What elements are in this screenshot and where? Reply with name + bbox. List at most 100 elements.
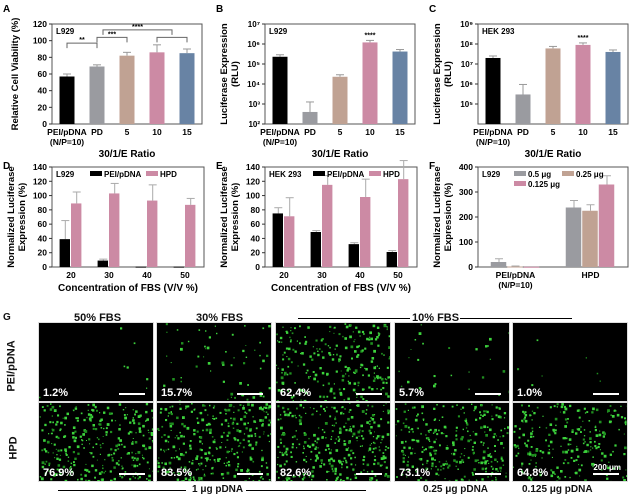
- cell-dot: [465, 422, 468, 424]
- cell-dot: [136, 465, 139, 467]
- cell-dot: [412, 448, 414, 450]
- cell-dot: [87, 409, 89, 411]
- panel-e: E 0 20 40 60 80 100 120 140 HEK 293 Normalized Luc…: [213, 157, 426, 309]
- cell-dot: [354, 339, 356, 341]
- cell-dot: [405, 440, 407, 443]
- cell-dot: [402, 457, 405, 460]
- cell-dot: [225, 409, 228, 412]
- cell-dot: [575, 432, 578, 435]
- bar: [362, 42, 378, 124]
- cell-dot: [406, 476, 408, 478]
- cell-dot: [214, 439, 216, 441]
- cell-dot: [422, 342, 424, 345]
- cell-dot: [281, 368, 284, 371]
- cell-dot: [318, 427, 320, 429]
- cell-dot: [333, 326, 336, 329]
- cell-dot: [459, 460, 462, 464]
- cell-dot: [265, 411, 268, 413]
- cell-dot: [212, 415, 214, 418]
- x-tick-label: 20: [279, 270, 289, 280]
- cell-dot: [277, 367, 279, 369]
- cell-dot: [321, 371, 325, 375]
- cell-dot: [556, 406, 558, 408]
- cell-dot: [361, 410, 365, 413]
- cell-dot: [547, 451, 551, 455]
- cell-dot: [484, 468, 487, 470]
- cell-dot: [205, 330, 207, 332]
- cell-dot: [280, 426, 283, 430]
- cell-dot: [372, 441, 375, 444]
- cell-dot: [326, 470, 329, 473]
- cell-dot: [176, 478, 180, 481]
- panel-letter: C: [429, 4, 436, 15]
- cell-dot: [378, 367, 380, 369]
- cell-dot: [432, 432, 435, 434]
- cell-dot: [475, 348, 478, 351]
- cell-dot: [284, 452, 287, 455]
- cell-dot: [157, 460, 159, 462]
- cell-dot: [417, 358, 420, 361]
- cell-dot: [339, 355, 342, 358]
- cell-dot: [305, 372, 308, 374]
- cell-dot: [335, 482, 337, 483]
- cell-dot: [277, 476, 280, 479]
- cell-dot: [120, 327, 123, 330]
- cell-dot: [349, 428, 352, 431]
- cell-dot: [374, 447, 377, 450]
- cell-dot: [289, 372, 292, 375]
- cell-dot: [592, 407, 595, 411]
- significance-bracket: [102, 29, 173, 35]
- cell-dot: [381, 464, 383, 466]
- cell-dot: [285, 347, 288, 350]
- cell-dot: [567, 443, 570, 446]
- cell-dot: [578, 464, 580, 466]
- cell-dot: [286, 453, 288, 456]
- cell-dot: [164, 439, 168, 443]
- cell-dot: [294, 382, 296, 384]
- cell-dot: [608, 461, 610, 463]
- cell-dot: [122, 467, 124, 469]
- cell-dot: [553, 405, 556, 408]
- cell-dot: [39, 396, 41, 399]
- cell-dot: [99, 444, 102, 446]
- cell-dot: [468, 371, 470, 373]
- cell-dot: [189, 447, 192, 450]
- cell-dot: [56, 454, 58, 456]
- cell-dot: [300, 416, 303, 419]
- cell-dot: [268, 440, 270, 443]
- cell-dot: [400, 441, 404, 444]
- cell-dot: [170, 411, 172, 413]
- cell-dot: [539, 473, 542, 477]
- cell-dot: [81, 443, 83, 445]
- cell-dot: [467, 430, 469, 433]
- cell-dot: [531, 427, 534, 430]
- cell-dot: [177, 437, 180, 440]
- cell-dot: [549, 406, 552, 409]
- cell-dot: [164, 462, 167, 466]
- cell-dot: [357, 384, 360, 387]
- cell-dot: [135, 432, 137, 434]
- cell-dot: [379, 376, 382, 379]
- cell-dot: [211, 454, 214, 457]
- scale-bar: [356, 473, 382, 475]
- cell-dot: [527, 439, 530, 442]
- cell-dot: [134, 441, 138, 444]
- y-axis-label: Expression (%): [17, 183, 28, 252]
- cell-dot: [382, 482, 384, 483]
- cell-dot: [531, 430, 534, 432]
- cell-dot: [135, 453, 137, 455]
- panel-c: C 10⁵ 10⁶ 10⁷ 10⁸ 10⁹ HEK 293 Luciferase Expres…: [426, 0, 640, 160]
- cell-dot: [102, 442, 104, 445]
- cell-dot: [58, 468, 61, 471]
- y-tick-label: 100: [33, 36, 47, 46]
- cell-dot: [503, 447, 505, 449]
- cell-dot: [325, 437, 327, 439]
- cell-dot: [380, 388, 382, 391]
- bar: [173, 266, 184, 268]
- cell-dot: [479, 417, 482, 420]
- cell-dot: [90, 415, 94, 419]
- cell-dot: [99, 423, 102, 426]
- cell-dot: [150, 432, 153, 435]
